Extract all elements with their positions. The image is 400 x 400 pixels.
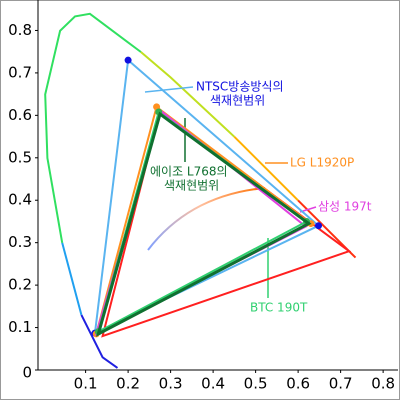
x-tick-label: 0.3 <box>159 375 183 393</box>
annotation: 색재현범위 <box>210 94 265 108</box>
x-tick-label: 0.4 <box>201 375 225 393</box>
vertex-marker <box>315 222 323 230</box>
annotation: LG L1920P <box>290 156 354 170</box>
x-tick-label: 0.2 <box>116 375 140 393</box>
annotation: BTC 190T <box>250 301 308 315</box>
annotation: 에이조 L768의 <box>150 165 228 179</box>
y-tick-label: 0.2 <box>8 276 32 294</box>
x-tick-label: 0.1 <box>74 375 98 393</box>
y-tick-label: 0.8 <box>8 21 32 39</box>
y-tick-label: 0.1 <box>8 318 32 336</box>
planckian-locus <box>147 187 266 251</box>
vertex-marker <box>124 56 132 64</box>
y-tick-label: 0.4 <box>8 191 32 209</box>
y-tick-label: 0 <box>22 364 32 382</box>
y-tick-label: 0.5 <box>8 148 32 166</box>
y-tick-label: 0.3 <box>8 233 32 251</box>
x-tick-label: 0.5 <box>244 375 268 393</box>
gamut-triangle <box>93 58 321 335</box>
annotation: NTSC방송방식의 <box>196 80 284 94</box>
x-tick-label: 0.6 <box>286 375 310 393</box>
gamut-triangle <box>95 111 312 337</box>
x-tick-label: 0.7 <box>329 375 353 393</box>
annotation: 삼성 197t <box>318 200 372 214</box>
x-tick-label: 0.8 <box>371 375 395 393</box>
annotation: 색재현범위 <box>164 179 219 193</box>
y-tick-label: 0.7 <box>8 63 32 81</box>
y-tick-label: 0.6 <box>8 106 32 124</box>
